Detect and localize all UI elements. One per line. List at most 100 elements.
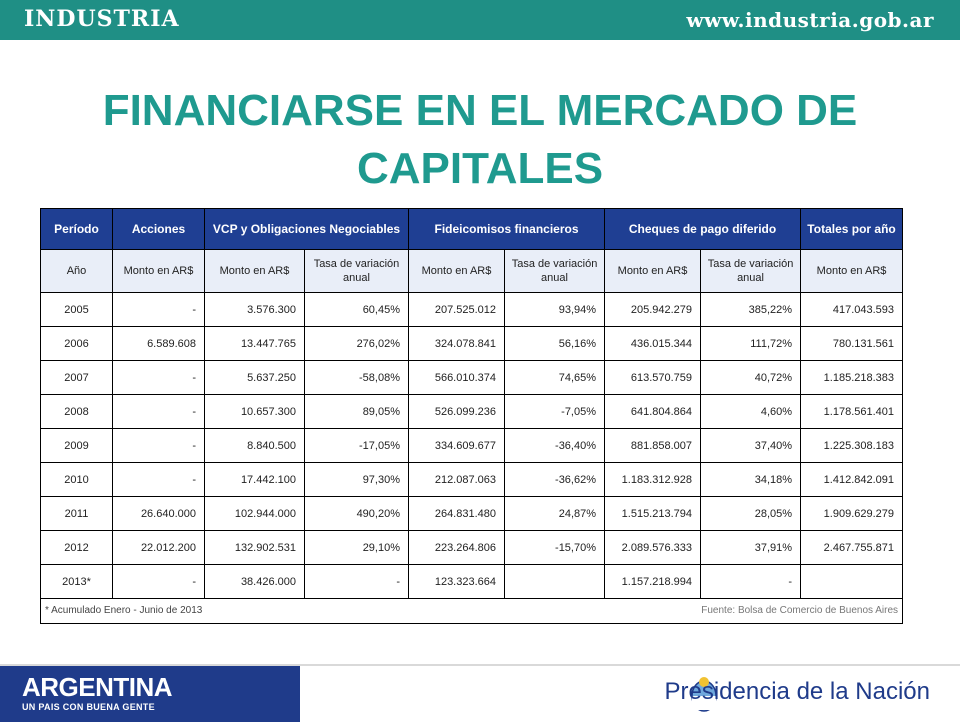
table-cell: 526.099.236 bbox=[408, 394, 505, 429]
table-cell: - bbox=[112, 564, 205, 599]
table-cell: 5.637.250 bbox=[204, 360, 305, 395]
note-row: * Acumulado Enero - Junio de 2013 Fuente… bbox=[39, 598, 904, 624]
table-cell: 780.131.561 bbox=[800, 326, 904, 361]
table-cell: 102.944.000 bbox=[204, 496, 305, 531]
bottom-banner: ARGENTINA UN PAIS CON BUENA GENTE Presid… bbox=[0, 664, 960, 722]
table-cell: - bbox=[700, 564, 802, 599]
table-cell: - bbox=[112, 462, 205, 497]
table-cell: -15,70% bbox=[503, 530, 606, 565]
table-cell: 132.902.531 bbox=[204, 530, 305, 565]
footnote: * Acumulado Enero - Junio de 2013 bbox=[45, 605, 203, 616]
table-cell: 1.183.312.928 bbox=[604, 462, 702, 497]
table-cell: 207.525.012 bbox=[408, 292, 505, 327]
table-cell: 60,45% bbox=[304, 292, 409, 327]
table-cell: 490,20% bbox=[304, 496, 409, 531]
table-cell: 29,10% bbox=[304, 530, 409, 565]
table-cell: 28,05% bbox=[700, 496, 802, 531]
table-cell: 1.225.308.183 bbox=[800, 428, 904, 463]
table-cell: -36,62% bbox=[503, 462, 606, 497]
argentina-logo: ARGENTINA UN PAIS CON BUENA GENTE bbox=[0, 666, 300, 722]
table-cell: - bbox=[112, 428, 205, 463]
table-cell: 566.010.374 bbox=[408, 360, 505, 395]
subheader-cell: Tasa de variación anual bbox=[503, 249, 606, 293]
year-cell: 2011 bbox=[40, 496, 113, 531]
table-cell: 93,94% bbox=[503, 292, 606, 327]
subheader-cell: Monto en AR$ bbox=[112, 249, 205, 293]
table-cell: 1.178.561.401 bbox=[800, 394, 904, 429]
financing-table: Período Acciones VCP y Obligaciones Nego… bbox=[39, 208, 904, 624]
table-cell: 111,72% bbox=[700, 326, 802, 361]
table-cell: 334.609.677 bbox=[408, 428, 505, 463]
subheader-cell: Monto en AR$ bbox=[408, 249, 505, 293]
table-cell: 17.442.100 bbox=[204, 462, 305, 497]
year-cell: 2007 bbox=[40, 360, 113, 395]
header-vcp: VCP y Obligaciones Negociables bbox=[204, 208, 409, 250]
table-cell: 1.515.213.794 bbox=[604, 496, 702, 531]
financing-table-container: Período Acciones VCP y Obligaciones Nego… bbox=[39, 208, 904, 624]
source-note: Fuente: Bolsa de Comercio de Buenos Aire… bbox=[701, 605, 899, 616]
table-cell: 10.657.300 bbox=[204, 394, 305, 429]
table-cell: 40,72% bbox=[700, 360, 802, 395]
table-cell: 8.840.500 bbox=[204, 428, 305, 463]
table-cell: 38.426.000 bbox=[204, 564, 305, 599]
subheader-cell: Monto en AR$ bbox=[800, 249, 904, 293]
note-cell: * Acumulado Enero - Junio de 2013 Fuente… bbox=[39, 598, 904, 624]
group-header-row: Período Acciones VCP y Obligaciones Nego… bbox=[40, 208, 904, 250]
table-body: 2005 - 3.576.300 60,45% 207.525.012 93,94% 205… bbox=[40, 292, 904, 599]
subheader-cell: Monto en AR$ bbox=[604, 249, 702, 293]
header-periodo: Período bbox=[40, 208, 113, 250]
table-cell: 26.640.000 bbox=[112, 496, 205, 531]
subheader-cell: Tasa de variación anual bbox=[304, 249, 409, 293]
page-title: FINANCIARSE EN EL MERCADO DE CAPITALES bbox=[102, 86, 858, 193]
subheader-cell: Tasa de variación anual bbox=[700, 249, 802, 293]
table-cell: 6.589.608 bbox=[112, 326, 205, 361]
brand-label: INDUSTRIA bbox=[24, 6, 180, 32]
table-cell: 89,05% bbox=[304, 394, 409, 429]
year-cell: 2006 bbox=[40, 326, 113, 361]
header-acciones: Acciones bbox=[112, 208, 205, 250]
top-banner: INDUSTRIA www.industria.gob.ar bbox=[0, 0, 960, 40]
table-cell: 2.467.755.871 bbox=[800, 530, 904, 565]
table-cell: 3.576.300 bbox=[204, 292, 305, 327]
table-cell: 881.858.007 bbox=[604, 428, 702, 463]
sub-header-row: Año Monto en AR$ Monto en AR$ Tasa de va… bbox=[40, 249, 904, 293]
year-cell: 2010 bbox=[40, 462, 113, 497]
table-cell: 1.157.218.994 bbox=[604, 564, 702, 599]
year-cell: 2009 bbox=[40, 428, 113, 463]
table-cell: 22.012.200 bbox=[112, 530, 205, 565]
table-cell: 1.185.218.383 bbox=[800, 360, 904, 395]
subheader-cell: Monto en AR$ bbox=[204, 249, 305, 293]
table-row: 2011 26.640.000 102.944.000 490,20% 264.831.… bbox=[40, 496, 904, 531]
table-cell: 613.570.759 bbox=[604, 360, 702, 395]
year-cell: 2008 bbox=[40, 394, 113, 429]
table-cell: -58,08% bbox=[304, 360, 409, 395]
table-row: 2005-3.576.300 60,45% 207.525.012 93,94% 205… bbox=[40, 292, 904, 327]
year-cell: 2005 bbox=[40, 292, 113, 327]
table-cell: - bbox=[304, 564, 409, 599]
table-cell: 205.942.279 bbox=[604, 292, 702, 327]
table-cell: 385,22% bbox=[700, 292, 802, 327]
table-cell: - bbox=[112, 394, 205, 429]
table-cell: 37,40% bbox=[700, 428, 802, 463]
presidencia-label: Presidencia de la Nación bbox=[664, 678, 931, 705]
table-row: 2008-10.657.300 89,05% 526.099.236 -7,05% 64… bbox=[40, 394, 904, 429]
table-row: 2006 6.589.608 13.447.765 276,02% 324.078.84… bbox=[40, 326, 904, 361]
site-url[interactable]: www.industria.gob.ar bbox=[686, 8, 934, 32]
table-cell: 123.323.664 bbox=[408, 564, 505, 599]
slogan-label: UN PAIS CON BUENA GENTE bbox=[22, 702, 155, 712]
table-cell: 34,18% bbox=[700, 462, 802, 497]
table-row: 2010-17.442.100 97,30% 212.087.063 -36,62% 1… bbox=[40, 462, 904, 497]
year-cell: 2012 bbox=[40, 530, 113, 565]
table-cell: 13.447.765 bbox=[204, 326, 305, 361]
table-cell: 97,30% bbox=[304, 462, 409, 497]
table-cell: 417.043.593 bbox=[800, 292, 904, 327]
table-cell: 264.831.480 bbox=[408, 496, 505, 531]
table-cell: -7,05% bbox=[503, 394, 606, 429]
table-cell: 1.909.629.279 bbox=[800, 496, 904, 531]
table-row: 2009-8.840.500 -17,05% 334.609.677 -36,40% 8… bbox=[40, 428, 904, 463]
table-cell: -17,05% bbox=[304, 428, 409, 463]
table-cell: 56,16% bbox=[503, 326, 606, 361]
table-cell: 212.087.063 bbox=[408, 462, 505, 497]
table-row: 2007-5.637.250 -58,08% 566.010.374 74,65% 61… bbox=[40, 360, 904, 395]
table-cell: 1.412.842.091 bbox=[800, 462, 904, 497]
